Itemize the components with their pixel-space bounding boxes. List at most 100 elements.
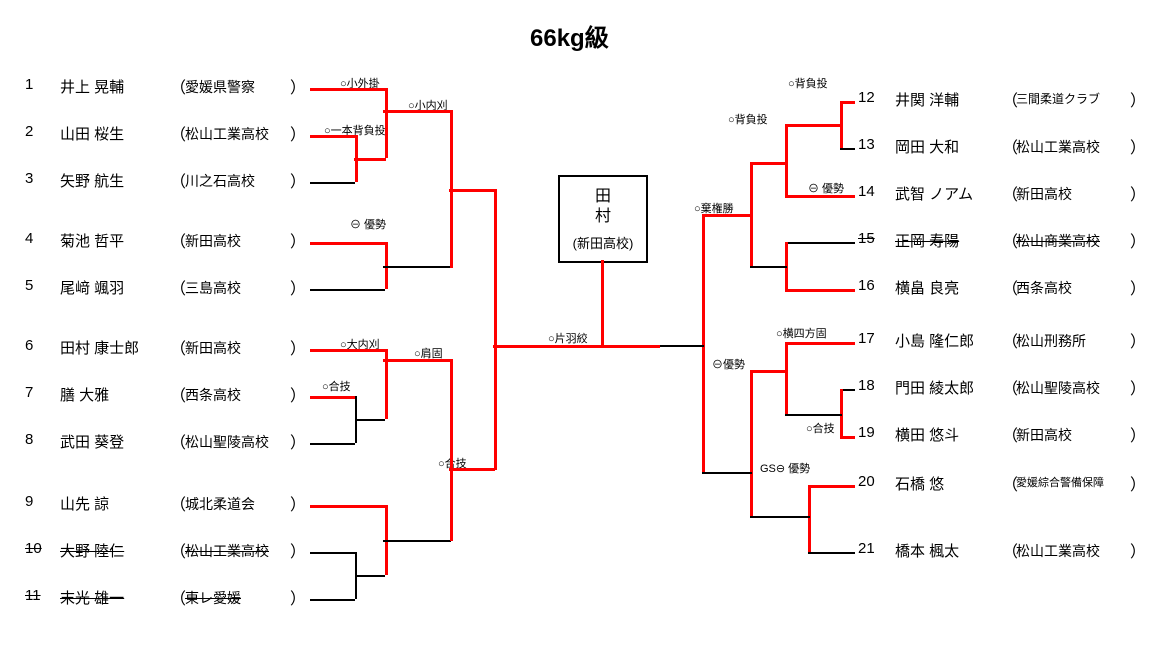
player-name-4: 菊池 哲平 [60, 230, 124, 251]
bracket-line-60 [545, 345, 660, 348]
bracket-line-0 [310, 88, 385, 91]
bracket-line-55 [750, 516, 810, 518]
player-team-2: 松山工業高校 [185, 124, 269, 144]
bracket-line-1 [310, 135, 355, 138]
seed-19: 19 [858, 424, 875, 441]
bracket-line-50 [785, 342, 842, 345]
paren: （ [170, 168, 186, 192]
bracket-line-54 [808, 485, 811, 552]
seed-13: 13 [858, 136, 875, 153]
technique-13: ○横四方固 [776, 325, 827, 341]
bracket-line-58 [702, 214, 705, 472]
player-team-6: 新田高校 [185, 338, 241, 358]
bracket-line-19 [383, 359, 451, 362]
seed-18: 18 [858, 377, 875, 394]
player-name-14: 武智 ノアム [895, 183, 973, 204]
paren: ） [1130, 375, 1146, 399]
bracket-line-41 [750, 266, 787, 268]
bracket-line-36 [785, 124, 788, 198]
bracket-line-26 [383, 540, 451, 542]
title: 66kg級 [530, 18, 609, 53]
bracket-line-24 [355, 575, 385, 577]
player-team-15: 松山商業高校 [1016, 231, 1100, 251]
paren: ） [1130, 422, 1146, 446]
paren: ） [1130, 471, 1146, 495]
technique-8: ○片羽絞 [548, 330, 588, 346]
paren: ） [290, 275, 306, 299]
seed-5: 5 [25, 277, 33, 294]
technique-9: ○背負投 [788, 75, 828, 91]
bracket-line-10 [383, 266, 451, 268]
paren: ） [290, 585, 306, 609]
player-name-20: 石橋 悠 [895, 473, 944, 494]
player-team-7: 西条高校 [185, 385, 241, 405]
bracket-line-13 [310, 349, 385, 352]
bracket-line-4 [385, 88, 388, 158]
bracket-line-51 [750, 370, 787, 373]
player-team-10: 松山工業高校 [185, 541, 269, 561]
player-team-13: 松山工業高校 [1016, 137, 1100, 157]
paren: ） [290, 382, 306, 406]
bracket-line-56 [750, 370, 753, 516]
player-name-12: 井関 洋輔 [895, 89, 959, 110]
player-team-21: 松山工業高校 [1016, 541, 1100, 561]
player-name-11: 末光 雄一 [60, 587, 124, 608]
player-name-2: 山田 桜生 [60, 123, 124, 144]
bracket-line-12 [449, 189, 495, 192]
player-name-17: 小島 隆仁郎 [895, 330, 974, 351]
seed-2: 2 [25, 123, 33, 140]
seed-3: 3 [25, 170, 33, 187]
player-team-18: 松山聖陵高校 [1016, 378, 1100, 398]
bracket-line-34 [785, 124, 842, 127]
seed-14: 14 [858, 183, 875, 200]
seed-4: 4 [25, 230, 33, 247]
bracket-line-17 [355, 419, 385, 421]
bracket-line-37 [750, 162, 787, 165]
technique-3: ⊖ 優勢 [350, 216, 386, 232]
bracket-line-28 [449, 468, 495, 471]
bracket-line-3 [310, 182, 355, 184]
paren: ） [290, 168, 306, 192]
bracket-line-21 [310, 552, 355, 554]
bracket-line-20 [310, 505, 385, 508]
paren: （ [170, 491, 186, 515]
technique-15: ○合技 [806, 420, 835, 436]
player-team-19: 新田高校 [1016, 425, 1072, 445]
paren: ） [1130, 275, 1146, 299]
seed-12: 12 [858, 89, 875, 106]
paren: ） [290, 491, 306, 515]
paren: （ [170, 228, 186, 252]
bracket-line-47 [840, 389, 843, 437]
bracket-line-35 [785, 195, 855, 198]
bracket-line-44 [840, 342, 855, 345]
bracket-line-38 [785, 242, 855, 244]
player-name-18: 門田 綾太郎 [895, 377, 974, 398]
seed-20: 20 [858, 473, 875, 490]
technique-10: ○背負投 [728, 111, 768, 127]
player-team-3: 川之石高校 [185, 171, 255, 191]
player-name-16: 横畠 良亮 [895, 277, 959, 298]
paren: ） [1130, 538, 1146, 562]
player-name-1: 井上 晃輔 [60, 76, 124, 97]
bracket-line-7 [310, 242, 385, 245]
paren: （ [170, 382, 186, 406]
bracket-line-29 [494, 189, 497, 470]
bracket-line-43 [702, 214, 752, 217]
bracket-line-39 [785, 289, 855, 292]
player-team-8: 松山聖陵高校 [185, 432, 269, 452]
player-team-11: 東レ愛媛 [185, 588, 241, 608]
seed-11: 11 [25, 587, 41, 604]
player-team-5: 三島高校 [185, 278, 241, 298]
paren: （ [170, 538, 186, 562]
player-team-16: 西条高校 [1016, 278, 1072, 298]
bracket-line-6 [383, 110, 451, 113]
technique-11: ⊖ 優勢 [808, 180, 844, 196]
seed-10: 10 [25, 540, 42, 557]
seed-17: 17 [858, 330, 875, 347]
paren: ） [1130, 328, 1146, 352]
seed-16: 16 [858, 277, 875, 294]
seed-8: 8 [25, 431, 33, 448]
paren: （ [170, 275, 186, 299]
bracket-line-8 [310, 289, 385, 291]
bracket-line-48 [785, 414, 842, 416]
